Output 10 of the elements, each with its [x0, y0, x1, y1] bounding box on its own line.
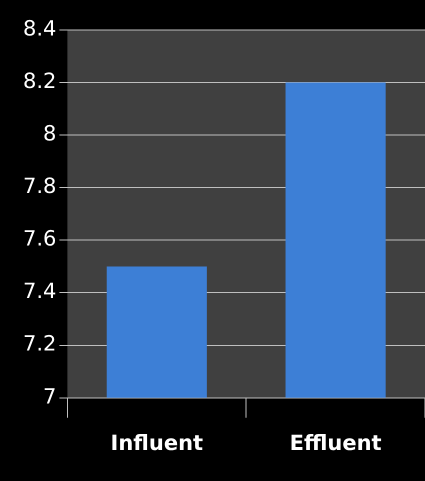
y-tick-label: 7.4: [22, 279, 56, 304]
y-tick-label: 8.4: [22, 16, 56, 40]
y-tick-label: 7: [43, 384, 56, 408]
y-tick-label: 7.8: [22, 174, 56, 198]
y-tick-label: 7.6: [22, 226, 56, 251]
y-tick-label: 8.2: [22, 68, 56, 93]
x-tick-label: Effluent: [290, 430, 382, 455]
y-tick-label: 7.2: [22, 332, 56, 356]
x-tick-label: Influent: [110, 430, 204, 455]
y-tick-label: 8: [43, 122, 56, 146]
